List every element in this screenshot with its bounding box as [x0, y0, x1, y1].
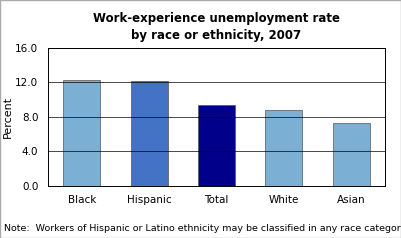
Bar: [131, 81, 168, 186]
Title: Work-experience unemployment rate
by race or ethnicity, 2007: Work-experience unemployment rate by rac…: [93, 12, 340, 42]
Bar: [63, 79, 100, 186]
Text: Note:  Workers of Hispanic or Latino ethnicity may be classified in any race cat: Note: Workers of Hispanic or Latino ethn…: [4, 224, 401, 233]
Y-axis label: Percent: Percent: [2, 96, 12, 138]
Bar: [198, 105, 235, 186]
Bar: [333, 123, 370, 186]
Bar: [265, 110, 302, 186]
